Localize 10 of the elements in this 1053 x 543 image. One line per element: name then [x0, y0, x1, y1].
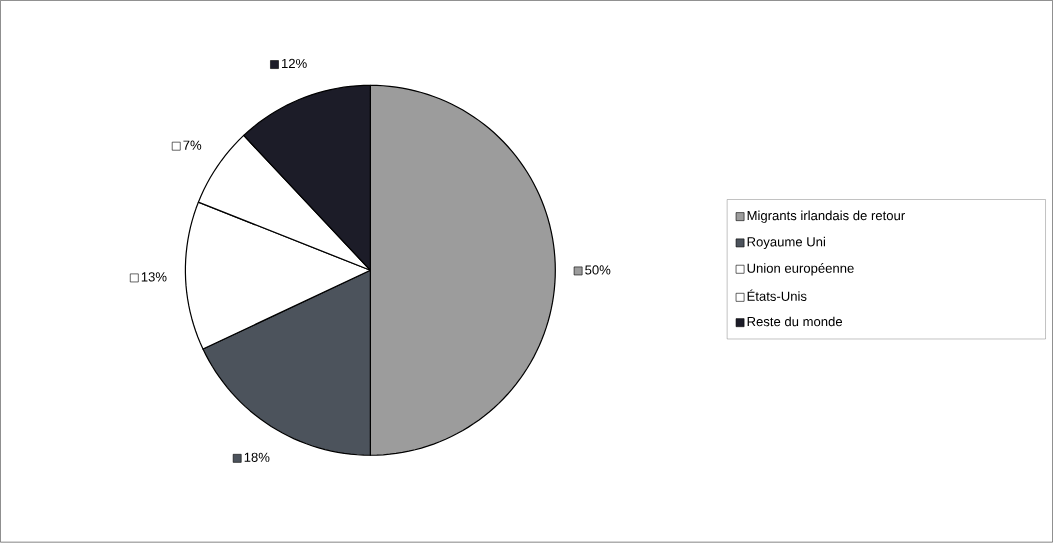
legend-label: Royaume Uni	[747, 237, 825, 250]
legend-label: Migrants irlandais de retour	[747, 210, 905, 224]
data-label: 13%	[141, 272, 167, 282]
data-label: 12%	[281, 59, 307, 69]
data-label: 50%	[585, 265, 611, 275]
legend-label: Reste du monde	[747, 316, 843, 327]
legend-label: États-Unis	[747, 289, 807, 302]
data-label: 7%	[183, 140, 202, 150]
legend-label: Union européenne	[747, 263, 854, 276]
data-label: 18%	[244, 452, 270, 463]
